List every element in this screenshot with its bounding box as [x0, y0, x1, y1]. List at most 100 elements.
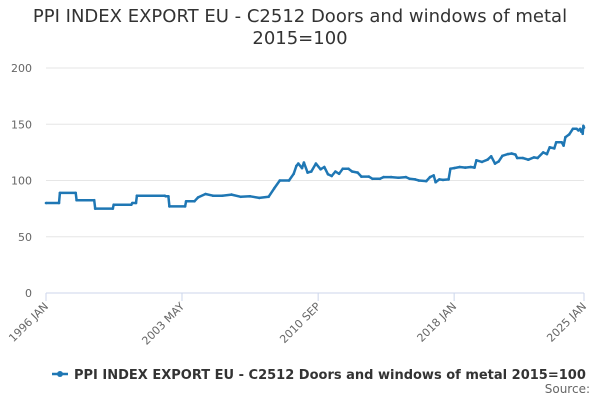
data-point[interactable] [408, 177, 411, 181]
data-point[interactable] [167, 195, 170, 198]
data-point[interactable] [432, 174, 436, 177]
data-point[interactable] [536, 156, 539, 160]
data-point[interactable] [134, 201, 138, 205]
data-point[interactable] [58, 191, 62, 195]
data-point[interactable] [404, 175, 408, 179]
data-point[interactable] [515, 156, 519, 160]
data-point[interactable] [545, 152, 549, 156]
data-point[interactable] [326, 173, 330, 176]
data-point[interactable] [378, 177, 382, 181]
data-point[interactable] [287, 179, 291, 182]
data-point[interactable] [464, 166, 467, 169]
data-point[interactable] [350, 170, 354, 173]
data-point[interactable] [278, 179, 282, 182]
data-point[interactable] [567, 133, 571, 136]
legend-item-label[interactable]: PPI INDEX EXPORT EU - C2512 Doors and wi… [74, 368, 586, 383]
data-point[interactable] [319, 168, 322, 171]
data-point[interactable] [112, 203, 115, 206]
data-point[interactable] [164, 195, 167, 198]
data-point[interactable] [337, 172, 341, 176]
data-point[interactable] [258, 196, 261, 200]
data-point[interactable] [193, 200, 196, 203]
data-point[interactable] [553, 147, 556, 150]
data-point[interactable] [131, 201, 134, 205]
data-point[interactable] [582, 126, 586, 129]
data-point[interactable] [501, 154, 504, 158]
data-point[interactable] [306, 171, 309, 174]
data-point[interactable] [389, 175, 393, 179]
legend[interactable]: PPI INDEX EXPORT EU - C2512 Doors and wi… [52, 368, 586, 383]
data-point[interactable] [347, 167, 350, 170]
data-point[interactable] [449, 167, 452, 170]
data-point[interactable] [334, 170, 337, 173]
data-point[interactable] [196, 196, 200, 199]
data-point[interactable] [428, 175, 432, 179]
data-point[interactable] [473, 166, 476, 169]
data-point[interactable] [74, 191, 77, 195]
data-point[interactable] [297, 162, 300, 165]
data-point[interactable] [438, 178, 441, 181]
data-point[interactable] [248, 195, 252, 198]
data-point[interactable] [506, 152, 510, 156]
data-point[interactable] [183, 205, 187, 208]
data-point[interactable] [360, 175, 363, 178]
data-point[interactable] [300, 166, 304, 170]
data-point[interactable] [532, 156, 536, 159]
data-point[interactable] [548, 146, 551, 149]
data-point[interactable] [514, 153, 517, 156]
data-point[interactable] [302, 161, 306, 164]
data-point[interactable] [510, 152, 513, 155]
data-point[interactable] [314, 162, 318, 165]
data-point[interactable] [204, 192, 207, 196]
data-point[interactable] [111, 207, 115, 210]
data-point[interactable] [447, 178, 450, 181]
data-point[interactable] [493, 162, 497, 165]
data-point[interactable] [497, 160, 501, 163]
data-point[interactable] [581, 132, 584, 136]
data-point[interactable] [371, 177, 374, 181]
data-point[interactable] [44, 201, 48, 205]
data-point[interactable] [486, 158, 489, 161]
data-point[interactable] [434, 180, 437, 184]
data-point[interactable] [458, 165, 462, 169]
data-point[interactable] [211, 194, 215, 197]
data-point[interactable] [417, 179, 421, 182]
data-point[interactable] [272, 187, 276, 190]
series-layer[interactable] [44, 124, 586, 210]
data-point[interactable] [571, 127, 575, 131]
data-point[interactable] [577, 129, 580, 132]
data-point[interactable] [292, 172, 296, 176]
data-point[interactable] [413, 178, 417, 181]
data-point[interactable] [239, 195, 243, 199]
data-point[interactable] [560, 141, 563, 144]
data-point[interactable] [580, 128, 584, 132]
data-point[interactable] [489, 155, 493, 158]
data-point[interactable] [541, 151, 545, 154]
data-point[interactable] [295, 164, 298, 168]
data-point[interactable] [135, 194, 139, 197]
data-point[interactable] [564, 135, 567, 139]
data-point[interactable] [562, 144, 565, 147]
data-point[interactable] [397, 176, 400, 179]
data-point[interactable] [323, 165, 326, 169]
data-point[interactable] [310, 170, 313, 173]
data-point[interactable] [480, 160, 484, 164]
data-point[interactable] [57, 201, 61, 205]
data-point[interactable] [367, 175, 371, 178]
data-point[interactable] [356, 171, 360, 174]
data-point[interactable] [469, 165, 473, 169]
data-point[interactable] [168, 205, 171, 208]
series-line-0[interactable] [46, 124, 586, 210]
data-point[interactable] [330, 174, 334, 178]
data-point[interactable] [341, 167, 345, 170]
data-point[interactable] [452, 166, 456, 170]
data-point[interactable] [93, 207, 97, 210]
data-point[interactable] [220, 194, 224, 197]
data-point[interactable] [267, 195, 270, 199]
data-point[interactable] [441, 178, 445, 182]
data-point[interactable] [521, 156, 525, 160]
data-point[interactable] [575, 127, 578, 131]
data-point[interactable] [92, 198, 96, 202]
data-point[interactable] [184, 200, 188, 203]
data-point[interactable] [382, 175, 385, 179]
